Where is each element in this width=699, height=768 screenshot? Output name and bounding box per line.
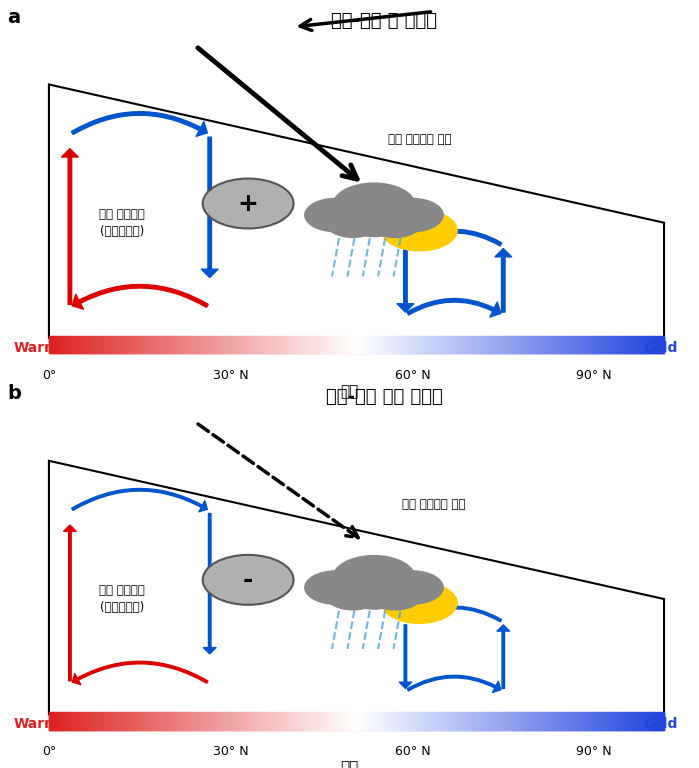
FancyArrowPatch shape	[407, 299, 501, 317]
Circle shape	[203, 554, 294, 605]
FancyArrowPatch shape	[203, 514, 216, 654]
Text: 30° N: 30° N	[213, 369, 248, 382]
FancyArrowPatch shape	[64, 525, 76, 680]
Circle shape	[367, 580, 423, 611]
Circle shape	[332, 183, 416, 229]
Text: 60° N: 60° N	[395, 369, 430, 382]
Text: 강한 대기순환
(해들리순환): 강한 대기순환 (해들리순환)	[99, 207, 145, 238]
Text: Warm: Warm	[14, 717, 59, 731]
FancyArrowPatch shape	[408, 230, 502, 248]
Text: Warm: Warm	[14, 340, 59, 355]
Text: a: a	[7, 8, 20, 27]
Circle shape	[203, 178, 294, 229]
Text: 0°: 0°	[42, 745, 56, 758]
Circle shape	[381, 198, 444, 232]
Text: Cold: Cold	[644, 340, 678, 355]
FancyArrowPatch shape	[497, 625, 510, 688]
FancyArrowPatch shape	[408, 606, 501, 624]
Text: 30° N: 30° N	[213, 745, 248, 758]
Text: b: b	[7, 384, 21, 403]
FancyArrowPatch shape	[62, 149, 78, 304]
Text: 60° N: 60° N	[395, 745, 430, 758]
FancyArrowPatch shape	[397, 249, 414, 312]
Circle shape	[332, 554, 416, 601]
Text: 북극-열대 큰 온도차: 북극-열대 큰 온도차	[331, 12, 438, 29]
Text: 90° N: 90° N	[577, 745, 612, 758]
Circle shape	[381, 582, 458, 624]
Text: 위도: 위도	[340, 760, 359, 768]
Polygon shape	[49, 461, 664, 714]
Text: Cold: Cold	[644, 717, 678, 731]
FancyArrowPatch shape	[408, 675, 501, 693]
FancyArrowPatch shape	[72, 661, 208, 684]
FancyArrowPatch shape	[399, 625, 412, 688]
Circle shape	[381, 209, 458, 252]
FancyArrowPatch shape	[495, 249, 512, 312]
Circle shape	[367, 207, 423, 238]
Circle shape	[304, 198, 367, 232]
Text: +: +	[238, 191, 259, 216]
Text: 위도: 위도	[340, 384, 359, 399]
Circle shape	[304, 570, 367, 605]
Circle shape	[325, 580, 381, 611]
FancyArrowPatch shape	[72, 488, 208, 511]
Circle shape	[325, 207, 381, 238]
Text: 강한 편서풍과 제트: 강한 편서풍과 제트	[388, 133, 451, 146]
Circle shape	[347, 208, 401, 237]
Polygon shape	[49, 84, 664, 338]
FancyArrowPatch shape	[72, 284, 208, 310]
Text: 90° N: 90° N	[577, 369, 612, 382]
Text: -: -	[243, 568, 253, 592]
Circle shape	[347, 581, 401, 610]
Text: 약한 대기순환
(해들리순환): 약한 대기순환 (해들리순환)	[99, 584, 145, 614]
Text: 북극-열대 작은 온도차: 북극-열대 작은 온도차	[326, 388, 443, 406]
FancyArrowPatch shape	[71, 111, 208, 137]
Text: 약한 편서풍과 제트: 약한 편서풍과 제트	[402, 498, 465, 511]
FancyArrowPatch shape	[201, 137, 218, 277]
Text: 0°: 0°	[42, 369, 56, 382]
Circle shape	[381, 570, 444, 605]
